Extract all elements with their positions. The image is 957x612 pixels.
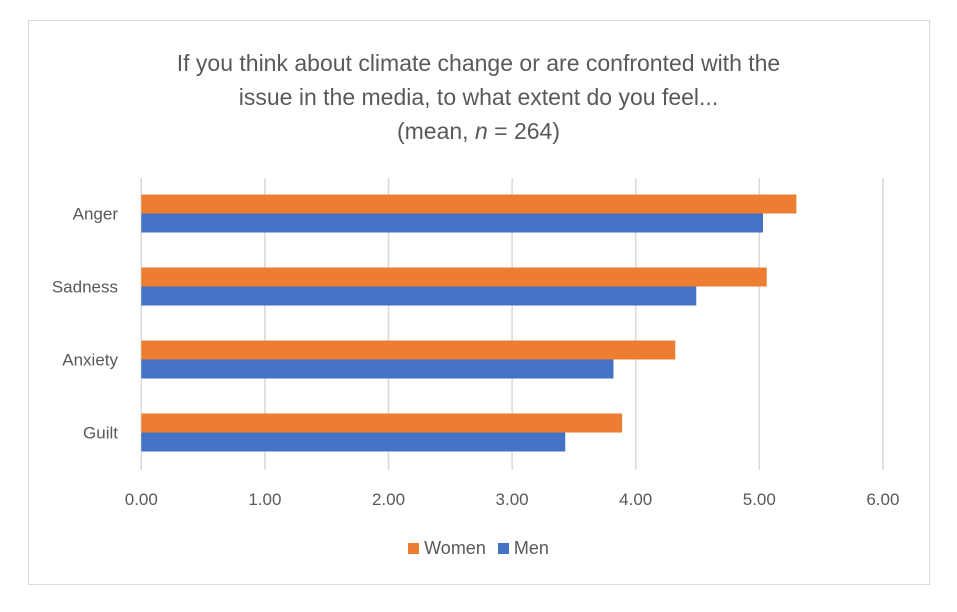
legend-item: Women xyxy=(408,538,486,559)
x-tick-label: 6.00 xyxy=(866,490,899,509)
category-label: Anger xyxy=(73,205,119,224)
x-tick-label: 5.00 xyxy=(743,490,776,509)
x-tick-label: 2.00 xyxy=(372,490,405,509)
bar-men-anger xyxy=(141,213,764,233)
bar-women-guilt xyxy=(141,413,623,433)
chart-subtitle: (mean, n = 264) xyxy=(0,114,957,148)
x-tick-label: 3.00 xyxy=(496,490,529,509)
title-line-2: issue in the media, to what extent do yo… xyxy=(238,84,719,110)
legend-swatch xyxy=(497,543,509,554)
bar-men-anxiety xyxy=(141,359,614,379)
bar-women-anxiety xyxy=(141,340,676,360)
bar-men-guilt xyxy=(141,432,566,452)
bar-women-anger xyxy=(141,194,797,214)
chart-frame xyxy=(28,20,930,585)
legend-swatch xyxy=(408,543,420,554)
bar-women-sadness xyxy=(141,267,767,287)
legend-label: Women xyxy=(424,538,486,558)
legend-item: Men xyxy=(497,538,549,559)
title-line-1: If you think about climate change or are… xyxy=(176,50,781,76)
bar-men-sadness xyxy=(141,286,697,306)
legend-label: Men xyxy=(513,538,549,558)
chart-title: If you think about climate change or are… xyxy=(0,46,957,148)
legend: Women Men xyxy=(0,538,957,559)
subtitle-n: n xyxy=(474,118,488,144)
category-label: Sadness xyxy=(52,278,118,297)
x-tick-label: 4.00 xyxy=(619,490,652,509)
subtitle-prefix: (mean, xyxy=(396,118,475,144)
category-label: Guilt xyxy=(83,424,118,443)
category-label: Anxiety xyxy=(62,351,118,370)
x-tick-label: 0.00 xyxy=(125,490,158,509)
subtitle-suffix: = 264) xyxy=(487,118,561,144)
x-tick-label: 1.00 xyxy=(248,490,281,509)
